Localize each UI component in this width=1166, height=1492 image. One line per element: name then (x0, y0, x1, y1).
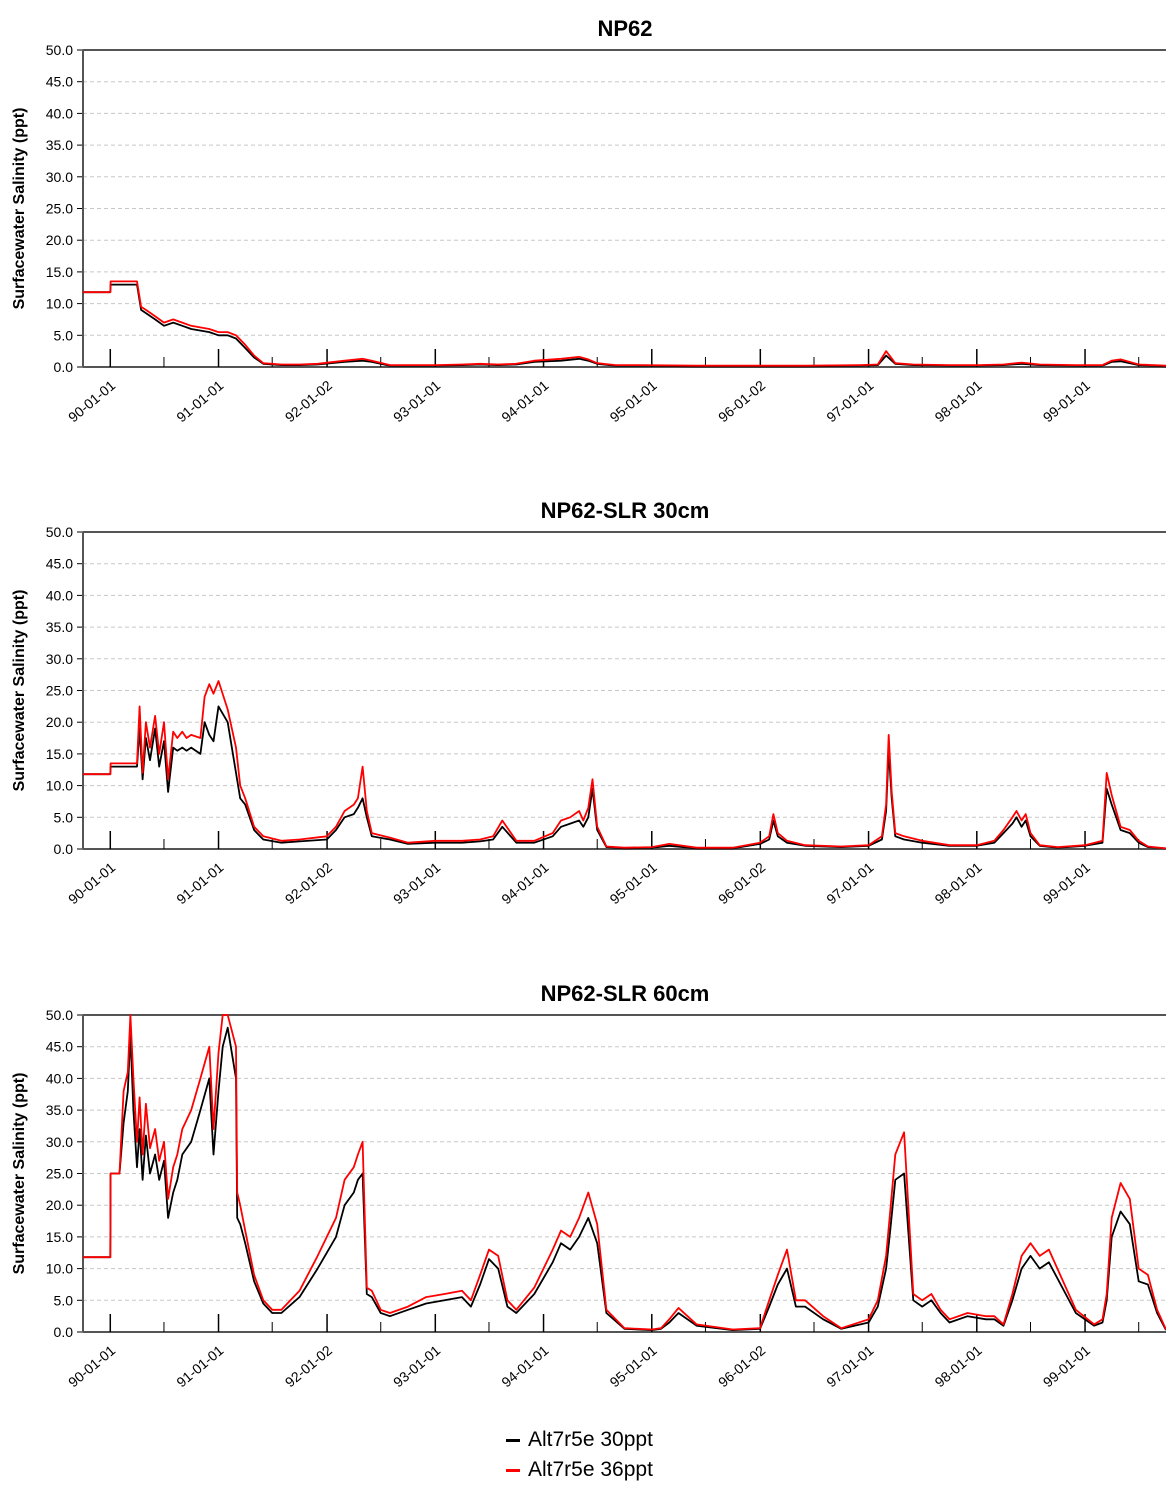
x-tick-label: 92-01-02 (282, 1342, 335, 1390)
x-tick-label: 93-01-01 (390, 1342, 443, 1390)
y-tick-label: 0.0 (54, 1324, 74, 1340)
legend-item-30ppt: Alt7r5e 30ppt (506, 1425, 806, 1455)
x-tick-label: 94-01-01 (498, 377, 551, 425)
x-tick-label: 95-01-01 (606, 1342, 659, 1390)
legend-item-36ppt: Alt7r5e 36ppt (506, 1455, 806, 1485)
x-tick-label: 97-01-01 (823, 859, 876, 907)
x-tick-label: 99-01-01 (1040, 377, 1093, 425)
legend-label-36ppt: Alt7r5e 36ppt (528, 1458, 653, 1481)
y-tick-label: 30.0 (46, 1134, 73, 1150)
series-line-36ppt (83, 1014, 1166, 1331)
y-tick-label: 10.0 (46, 778, 73, 794)
x-tick-label: 90-01-01 (65, 859, 118, 907)
legend-swatch-36ppt (506, 1468, 520, 1472)
chart-title-2: NP62-SLR 60cm (541, 981, 710, 1006)
legend: Alt7r5e 30ppt Alt7r5e 36ppt (506, 1425, 806, 1485)
y-tick-label: 20.0 (46, 714, 73, 730)
y-tick-label: 35.0 (46, 1102, 73, 1118)
x-tick-label: 93-01-01 (390, 859, 443, 907)
y-tick-label: 25.0 (46, 683, 73, 699)
x-tick-label: 99-01-01 (1040, 859, 1093, 907)
y-tick-label: 20.0 (46, 1197, 73, 1213)
x-tick-label: 91-01-01 (173, 377, 226, 425)
x-tick-label: 98-01-01 (932, 1342, 985, 1390)
legend-label-30ppt: Alt7r5e 30ppt (528, 1428, 653, 1451)
x-tick-label: 96-01-02 (715, 1342, 768, 1390)
charts-canvas: NP62 0.0 5.0 10.0 15.0 20.0 25.0 30.0 35.0 40.0 45… (11, 16, 1166, 1390)
series-line-30ppt (83, 1026, 1166, 1331)
x-tick-label: 97-01-01 (823, 377, 876, 425)
y-tick-label: 15.0 (46, 1229, 73, 1245)
x-tick-label: 94-01-01 (498, 859, 551, 907)
y-axis-label: Surfacewater Salinity (ppt) (11, 1073, 28, 1275)
chart-title-1: NP62-SLR 30cm (541, 498, 710, 523)
y-tick-label: 45.0 (46, 1039, 73, 1055)
x-tick-label: 92-01-02 (282, 859, 335, 907)
y-tick-label: 50.0 (46, 524, 73, 540)
y-tick-label: 5.0 (54, 327, 74, 343)
y-tick-label: 25.0 (46, 1166, 73, 1182)
y-tick-label: 50.0 (46, 1007, 73, 1023)
x-tick-label: 92-01-02 (282, 377, 335, 425)
y-tick-label: 40.0 (46, 587, 73, 603)
y-tick-label: 30.0 (46, 651, 73, 667)
y-tick-label: 45.0 (46, 556, 73, 572)
y-tick-label: 20.0 (46, 232, 73, 248)
x-tick-label: 93-01-01 (390, 377, 443, 425)
y-tick-label: 30.0 (46, 169, 73, 185)
x-tick-label: 94-01-01 (498, 1342, 551, 1390)
y-tick-label: 0.0 (54, 359, 74, 375)
y-tick-label: 10.0 (46, 1261, 73, 1277)
y-tick-label: 40.0 (46, 105, 73, 121)
x-tick-label: 95-01-01 (606, 377, 659, 425)
series-line-30ppt (83, 705, 1166, 850)
x-tick-label: 91-01-01 (173, 859, 226, 907)
y-tick-label: 15.0 (46, 264, 73, 280)
y-tick-label: 5.0 (54, 1292, 74, 1308)
x-tick-label: 97-01-01 (823, 1342, 876, 1390)
x-tick-label: 98-01-01 (932, 859, 985, 907)
x-tick-label: 98-01-01 (932, 377, 985, 425)
y-tick-label: 10.0 (46, 296, 73, 312)
legend-swatch-30ppt (506, 1438, 520, 1442)
x-tick-label: 90-01-01 (65, 377, 118, 425)
y-axis-label: Surfacewater Salinity (ppt) (11, 590, 28, 792)
y-tick-label: 50.0 (46, 42, 73, 58)
y-tick-label: 35.0 (46, 619, 73, 635)
y-tick-label: 45.0 (46, 74, 73, 90)
series-line-30ppt (83, 283, 1166, 368)
series-line-36ppt (83, 280, 1166, 367)
x-tick-label: 90-01-01 (65, 1342, 118, 1390)
x-tick-label: 91-01-01 (173, 1342, 226, 1390)
y-tick-label: 0.0 (54, 841, 74, 857)
y-tick-label: 15.0 (46, 746, 73, 762)
y-tick-label: 5.0 (54, 809, 74, 825)
x-tick-label: 96-01-02 (715, 859, 768, 907)
series-line-36ppt (83, 680, 1166, 850)
x-tick-label: 96-01-02 (715, 377, 768, 425)
y-tick-label: 40.0 (46, 1070, 73, 1086)
y-axis-label: Surfacewater Salinity (ppt) (11, 108, 28, 310)
chart-title-0: NP62 (597, 16, 652, 41)
y-tick-label: 25.0 (46, 201, 73, 217)
x-tick-label: 95-01-01 (606, 859, 659, 907)
y-tick-label: 35.0 (46, 137, 73, 153)
x-tick-label: 99-01-01 (1040, 1342, 1093, 1390)
